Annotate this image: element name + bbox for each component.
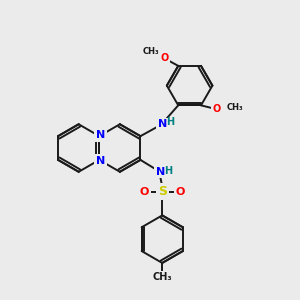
Text: O: O	[213, 104, 221, 114]
Text: CH₃: CH₃	[226, 103, 243, 112]
Text: O: O	[176, 187, 185, 196]
Text: N: N	[96, 156, 105, 166]
Text: O: O	[140, 187, 149, 196]
Text: N: N	[156, 167, 165, 177]
Text: N: N	[96, 130, 105, 140]
Text: H: H	[166, 117, 174, 127]
Text: CH₃: CH₃	[152, 272, 172, 282]
Text: CH₃: CH₃	[142, 47, 159, 56]
Text: H: H	[164, 166, 172, 176]
Text: O: O	[160, 53, 169, 63]
Text: S: S	[158, 185, 167, 198]
Text: N: N	[158, 119, 167, 129]
